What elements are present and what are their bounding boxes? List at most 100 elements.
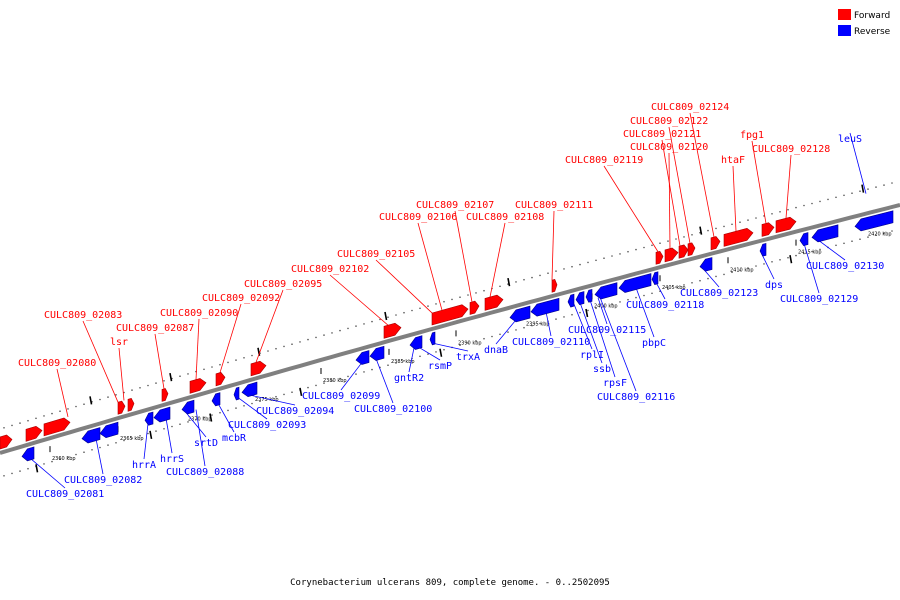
guide-dot-reverse (779, 259, 781, 261)
label-leader-line (255, 289, 284, 363)
label-leader-line (751, 140, 767, 224)
forward-gene-label: CULC809_02120 (630, 142, 708, 153)
tick-label: 2375 kbp (255, 397, 279, 403)
label-leader-line (408, 347, 415, 373)
forward-gene-label: CULC809_02095 (244, 279, 322, 290)
label-leader-line (661, 139, 681, 246)
label-leader-line (573, 304, 593, 350)
reverse-gene-arrow (369, 345, 385, 361)
tick-label: 2390 kbp (458, 340, 482, 346)
guide-dot-forward (203, 368, 205, 371)
guide-dot-forward (683, 236, 685, 238)
forward-gene-arrow (250, 360, 267, 377)
guide-dot-forward (563, 268, 565, 270)
kbp-ticks: 2360 kbp 2365 kbp 2370 kbp 2375 kbp 2380 kbp… (35, 184, 892, 473)
forward-gene-label: CULC809_02121 (623, 129, 701, 140)
guide-dot-forward (739, 221, 741, 223)
label-leader-line (732, 165, 737, 232)
guide-dot-forward (331, 332, 333, 334)
guide-dot-reverse (643, 294, 645, 297)
guide-dot-forward (891, 182, 893, 184)
forward-gene-arrow (43, 417, 71, 437)
forward-gene-arrow (678, 244, 689, 259)
forward-gene-arrow (723, 227, 754, 247)
label-leader-line (703, 269, 720, 288)
gene-labels: CULC809_02080 lsr CULC809_02083 CULC809_020… (18, 102, 884, 500)
legend-forward-swatch (838, 9, 851, 20)
reverse-gene-label: CULC809_02115 (568, 325, 646, 336)
guide-dot-reverse (115, 442, 117, 444)
guide-dot-reverse (363, 371, 365, 373)
guide-dot-reverse (531, 324, 533, 327)
label-leader-line (817, 239, 846, 261)
label-leader-line (165, 418, 173, 454)
feature-mark (507, 277, 511, 287)
guide-dot-reverse (427, 353, 429, 355)
guide-dot-reverse (499, 333, 501, 336)
guide-dot-forward (819, 200, 821, 203)
feature-mark (789, 255, 793, 264)
guide-dot-forward (339, 329, 341, 332)
guide-dot-reverse (675, 286, 677, 288)
reverse-gene-label: srtD (194, 438, 218, 449)
guide-dot-forward (675, 238, 677, 240)
label-leader-line (579, 302, 603, 364)
forward-gene-label: CULC809_02087 (116, 323, 194, 334)
reverse-gene-label: CULC809_02123 (680, 288, 758, 299)
guide-dot-forward (467, 294, 469, 296)
guide-dot-reverse (875, 234, 877, 236)
guide-dot-forward (107, 396, 109, 398)
guide-dot-reverse (315, 384, 317, 387)
guide-dot-reverse (163, 428, 165, 430)
feature-mark (299, 387, 303, 397)
guide-dot-reverse (107, 444, 109, 446)
reverse-gene-label: CULC809_02129 (780, 294, 858, 305)
guide-dot-forward (187, 373, 189, 375)
guide-dot-reverse (67, 456, 69, 458)
guide-dot-reverse (723, 273, 725, 276)
guide-dot-forward (363, 323, 365, 325)
guide-dot-forward (443, 300, 445, 303)
guide-dot-reverse (123, 439, 125, 442)
label-leader-line (495, 319, 517, 345)
label-leader-line (431, 342, 469, 352)
label-leader-line (489, 222, 506, 298)
guide-dot-forward (811, 202, 813, 205)
forward-gene-label: CULC809_02083 (44, 310, 122, 321)
feature-mark (209, 413, 213, 422)
guide-dot-reverse (11, 472, 13, 475)
forward-gene-arrow (161, 388, 169, 402)
guide-dot-reverse (3, 475, 5, 477)
guide-dot-reverse (307, 386, 309, 389)
guide-dot-reverse (739, 269, 741, 272)
reverse-gene-arrow (81, 427, 101, 444)
forward-gene-arrow (383, 322, 402, 339)
guide-dot-forward (395, 314, 397, 316)
reverse-gene-arrow (509, 305, 531, 323)
guide-dot-forward (643, 246, 645, 249)
label-leader-line (599, 297, 637, 392)
feature-mark (149, 430, 153, 440)
guide-dot-reverse (75, 453, 77, 456)
guide-dot-reverse (627, 298, 629, 301)
label-leader-line (29, 457, 66, 489)
forward-gene-label: CULC809_02080 (18, 358, 96, 369)
reverse-gene-label: rpsF (603, 378, 627, 389)
guide-dot-reverse (635, 296, 637, 299)
guide-dot-forward (579, 263, 581, 266)
guide-dot-reverse (579, 311, 581, 314)
forward-gene-label: CULC809_02108 (466, 212, 544, 223)
guide-dot-reverse (355, 373, 357, 375)
guide-dot-reverse (819, 248, 821, 251)
guide-dot-forward (427, 305, 429, 307)
guide-dot-forward (267, 350, 269, 352)
guide-dot-reverse (555, 318, 557, 320)
label-leader-line (56, 368, 69, 417)
guide-dot-forward (731, 223, 733, 226)
reverse-gene-label: trxA (456, 352, 480, 363)
label-leader-line (589, 299, 616, 378)
guide-dot-reverse (403, 359, 405, 362)
reverse-gene-label: CULC809_02130 (806, 261, 884, 272)
label-leader-line (603, 165, 659, 252)
